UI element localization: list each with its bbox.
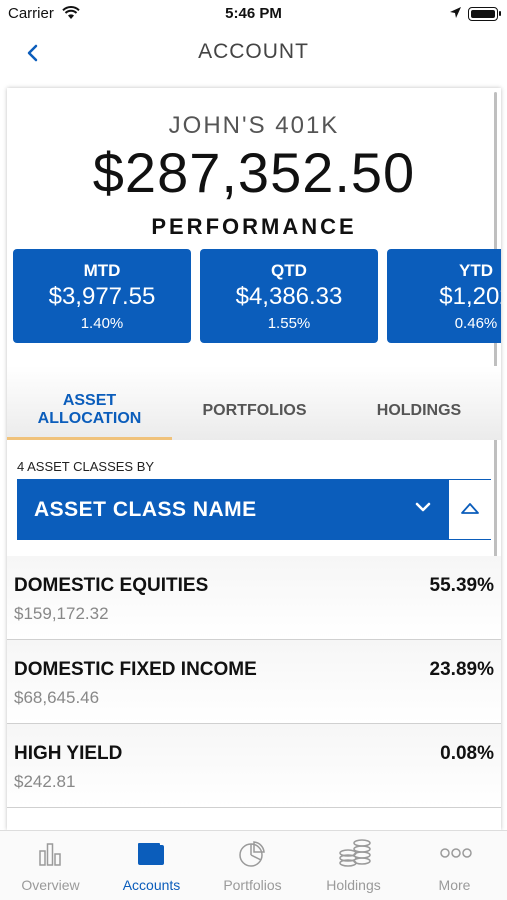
tab-portfolios[interactable]: PORTFOLIOS [172, 366, 337, 440]
dropdown-value: ASSET CLASS NAME [34, 498, 257, 521]
asset-classes-caption: 4 ASSET CLASSES BY [17, 459, 155, 474]
tab-label-line1: ASSET [62, 392, 117, 409]
tab-label-line2: ALLOCATION [37, 410, 142, 427]
account-name: JOHN'S 401K [168, 112, 340, 139]
tab-bar: Overview Accounts Portfolios Holdings [0, 830, 507, 900]
asset-class-name: DOMESTIC EQUITIES [14, 575, 209, 596]
asset-class-percent: 23.89% [429, 659, 494, 680]
pie-chart-icon [239, 841, 265, 867]
chevron-down-icon [415, 502, 431, 512]
page-title: ACCOUNT [198, 40, 309, 63]
tile-percent: 0.46% [454, 315, 498, 332]
tab-bar-item-overview[interactable]: Overview [0, 831, 101, 900]
status-bar: Carrier 5:46 PM [0, 0, 507, 28]
back-button[interactable] [22, 38, 46, 68]
tile-label: MTD [83, 261, 121, 280]
asset-class-percent: 0.08% [440, 743, 494, 764]
tab-bar-label: Accounts [122, 877, 181, 893]
tile-label: YTD [459, 261, 493, 280]
tab-bar-item-portfolios[interactable]: Portfolios [202, 831, 303, 900]
tab-bar-label: Portfolios [223, 877, 282, 893]
tab-bar-label: Overview [21, 877, 80, 893]
asset-class-value: $68,645.46 [14, 688, 100, 707]
group-by-dropdown: ASSET CLASS NAME [17, 479, 491, 540]
sort-direction-button[interactable] [449, 480, 491, 539]
location-arrow-icon [450, 7, 461, 18]
navigation-bar: ACCOUNT [0, 30, 507, 74]
coins-icon [339, 839, 371, 867]
tab-bar-item-more[interactable]: More [404, 831, 505, 900]
tile-label: QTD [271, 261, 307, 280]
wallet-icon [138, 843, 164, 865]
account-balance: $287,352.50 [92, 141, 416, 204]
asset-class-name: DOMESTIC FIXED INCOME [14, 659, 257, 680]
battery-icon [468, 7, 501, 21]
tab-bar-label: More [438, 877, 471, 893]
tab-bar-label: Holdings [326, 877, 381, 893]
asset-class-value: $159,172.32 [14, 604, 109, 623]
tile-amount: $3,977.55 [48, 283, 156, 310]
performance-tile-ytd[interactable]: YTD $1,202 0.46% [387, 249, 501, 343]
performance-tile-mtd[interactable]: MTD $3,977.55 1.40% [13, 249, 191, 343]
tile-percent: 1.40% [80, 315, 124, 332]
segment-tabs: ASSET ALLOCATION PORTFOLIOS HOLDINGS [7, 366, 501, 440]
tab-asset-allocation[interactable]: ASSET ALLOCATION [7, 366, 172, 440]
tab-label: HOLDINGS [376, 402, 462, 419]
carrier-label: Carrier [8, 5, 54, 22]
tile-amount: $4,386.33 [235, 283, 343, 310]
list-item[interactable]: DOMESTIC EQUITIES $159,172.32 55.39% [7, 556, 501, 640]
wifi-icon [62, 6, 80, 19]
asset-class-name: HIGH YIELD [14, 743, 123, 764]
triangle-up-icon [461, 503, 479, 514]
tab-holdings[interactable]: HOLDINGS [337, 366, 501, 440]
tab-bar-item-holdings[interactable]: Holdings [303, 831, 404, 900]
clock: 5:46 PM [225, 5, 282, 22]
group-by-select[interactable]: ASSET CLASS NAME [18, 480, 449, 539]
active-tab-indicator [7, 437, 172, 440]
performance-tile-qtd[interactable]: QTD $4,386.33 1.55% [200, 249, 378, 343]
asset-class-percent: 55.39% [429, 575, 494, 596]
tile-percent: 1.55% [267, 315, 311, 332]
bar-chart-icon [39, 843, 61, 866]
more-dots-icon [440, 848, 472, 858]
performance-title: PERFORMANCE [151, 214, 357, 239]
tab-label: PORTFOLIOS [202, 402, 307, 419]
list-item[interactable]: HIGH YIELD $242.81 0.08% [7, 724, 501, 808]
list-item[interactable]: DOMESTIC FIXED INCOME $68,645.46 23.89% [7, 640, 501, 724]
performance-carousel[interactable]: MTD $3,977.55 1.40% QTD $4,386.33 1.55% … [13, 249, 501, 344]
asset-class-value: $242.81 [14, 772, 76, 791]
tile-amount: $1,202 [439, 283, 501, 310]
account-card: JOHN'S 401K $287,352.50 PERFORMANCE MTD … [7, 88, 501, 830]
tab-bar-item-accounts[interactable]: Accounts [101, 831, 202, 900]
